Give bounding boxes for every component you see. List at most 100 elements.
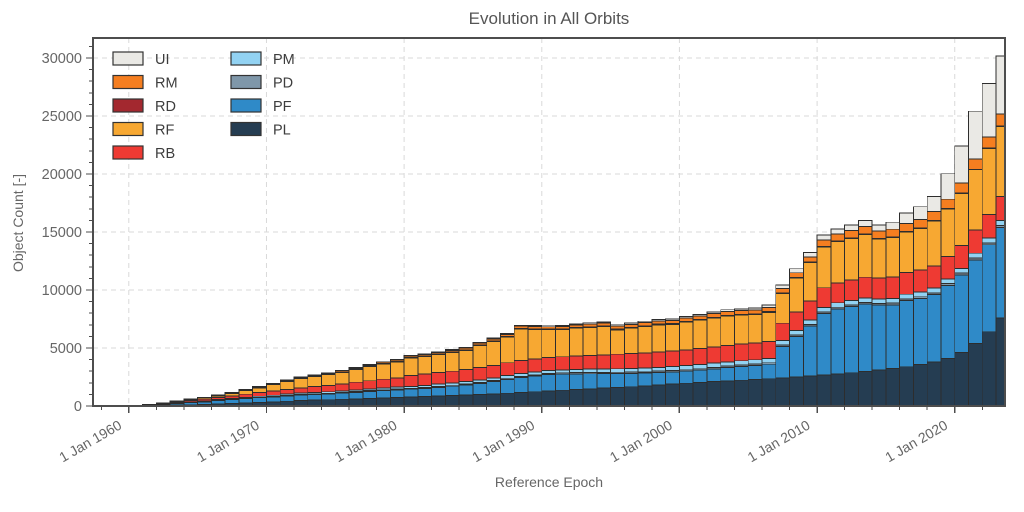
bar-segment-RF-1993 (582, 327, 598, 356)
bar-segment-RF-1991 (555, 328, 570, 358)
bar-segment-UI-2021 (968, 110, 983, 160)
bar-segment-UI-2008 (789, 268, 804, 274)
bar-segment-PF-2001 (692, 369, 708, 383)
bar-segment-PL-1994 (596, 387, 612, 407)
bar-segment-PF-1987 (500, 378, 515, 394)
bar-segment-PM-2015 (885, 298, 901, 304)
bar-segment-RM-2009 (802, 256, 818, 263)
x-tick-label: 1 Jan 2020 (882, 417, 950, 466)
bar-segment-RF-2010 (816, 246, 832, 289)
bar-segment-PL-2012 (844, 372, 859, 407)
bar-segment-UI-1996 (623, 322, 639, 325)
bar-segment-RM-2022 (981, 136, 997, 149)
bar-segment-UI-1971 (279, 379, 295, 381)
bar-segment-RM-1998 (651, 320, 667, 325)
bar-segment-PM-2009 (802, 319, 818, 326)
bar-segment-RB-1995 (610, 353, 625, 370)
bar-segment-RF-2017 (913, 227, 928, 271)
bar-segment-PL-2014 (871, 369, 887, 407)
bar-segment-UI-1982 (431, 351, 446, 353)
bar-segment-PF-1972 (293, 394, 309, 402)
bar-segment-PM-2010 (816, 307, 832, 313)
bar-segment-PM-2018 (926, 287, 942, 294)
bar-segment-RF-1986 (486, 341, 501, 366)
bar-segment-RM-2005 (747, 309, 763, 315)
y-tick-label: 10000 (42, 283, 82, 299)
bar-segment-PF-1971 (279, 395, 295, 402)
bar-segment-PM-1992 (568, 369, 584, 374)
bar-segment-RB-1969 (252, 392, 267, 397)
bar-segment-PL-1999 (665, 383, 680, 407)
bar-segment-PL-2022 (981, 331, 997, 407)
bar-segment-PM-2023 (995, 220, 1006, 227)
bar-segment-RB-2013 (857, 276, 873, 299)
bar-segment-RB-2005 (747, 342, 763, 361)
bar-segment-RB-2010 (816, 287, 832, 308)
bar-segment-RF-1982 (431, 354, 446, 374)
bar-segment-PL-2003 (720, 380, 735, 407)
bar-segment-PL-1978 (376, 397, 391, 407)
bar-segment-RF-2004 (734, 314, 749, 345)
bar-segment-PF-2008 (789, 335, 804, 378)
bar-segment-RF-1990 (541, 329, 556, 359)
bar-segment-UI-2007 (775, 284, 791, 289)
bar-segment-PM-2013 (857, 297, 873, 303)
bar-segment-RB-1990 (541, 357, 556, 372)
bar-segment-RF-2008 (789, 277, 804, 313)
bar-segment-PM-2004 (734, 360, 749, 366)
bar-segment-UI-1983 (444, 349, 460, 351)
bar-segment-PF-1979 (389, 389, 405, 398)
bar-segment-RF-1995 (610, 329, 625, 355)
bar-segment-PM-2008 (789, 329, 804, 336)
legend-swatch-RM (112, 74, 144, 90)
bar-segment-PF-2012 (844, 306, 859, 374)
bar-segment-RF-1976 (348, 369, 364, 383)
bar-segment-RB-2004 (734, 343, 749, 362)
x-tick-label: 1 Jan 2000 (607, 417, 675, 466)
bar-segment-PM-2006 (761, 357, 777, 364)
bar-segment-RF-1989 (527, 328, 543, 360)
bar-segment-UI-1999 (665, 318, 680, 321)
bar-segment-UI-2011 (830, 228, 846, 235)
bar-segment-UI-2006 (761, 304, 777, 308)
bar-segment-PM-1993 (582, 368, 598, 373)
bar-segment-PM-2017 (913, 291, 928, 298)
x-tick-label: 1 Jan 1990 (469, 417, 537, 466)
bar-segment-UI-1965 (197, 396, 212, 399)
bar-segment-RF-2023 (995, 125, 1006, 198)
bar-segment-UI-1984 (458, 346, 474, 349)
bar-segment-RF-2016 (899, 231, 914, 274)
bar-segment-PL-1975 (334, 398, 350, 407)
bar-segment-UI-1962 (155, 402, 171, 405)
bar-segment-PL-1996 (623, 386, 639, 407)
bar-segment-PL-1984 (458, 394, 474, 407)
bar-segment-PF-1984 (458, 384, 474, 396)
bar-segment-UI-2012 (844, 224, 859, 232)
bar-segment-PF-1969 (252, 397, 267, 403)
bar-segment-PF-2020 (954, 274, 969, 354)
bar-segment-RM-2000 (678, 317, 694, 322)
bar-segment-RB-1993 (582, 355, 598, 370)
bar-segment-RM-2002 (706, 313, 722, 318)
bar-segment-RF-1984 (458, 350, 474, 371)
x-tick-label: 1 Jan 1970 (194, 417, 262, 466)
bar-segment-RF-2022 (981, 147, 997, 215)
legend-label-PD: PD (273, 76, 293, 92)
bar-segment-RM-2012 (844, 230, 859, 239)
y-tick-label: 25000 (42, 109, 82, 125)
chart-title: Evolution in All Orbits (468, 9, 630, 28)
bar-segment-PL-2001 (692, 382, 708, 407)
bar-segment-RB-2002 (706, 346, 722, 364)
bar-segment-PM-2000 (678, 365, 694, 371)
bar-segment-PF-2009 (802, 325, 818, 377)
bar-segment-PM-2019 (940, 278, 956, 285)
bar-segment-PL-1986 (486, 393, 501, 407)
bar-segment-RF-1980 (403, 357, 419, 376)
bar-segment-PL-2005 (747, 379, 763, 407)
bar-segment-PF-1998 (651, 372, 667, 386)
bar-segment-PF-1993 (582, 373, 598, 390)
bar-segment-PF-1982 (431, 386, 446, 397)
bar-segment-RF-2019 (940, 208, 956, 257)
bar-segment-RF-1978 (376, 363, 391, 380)
